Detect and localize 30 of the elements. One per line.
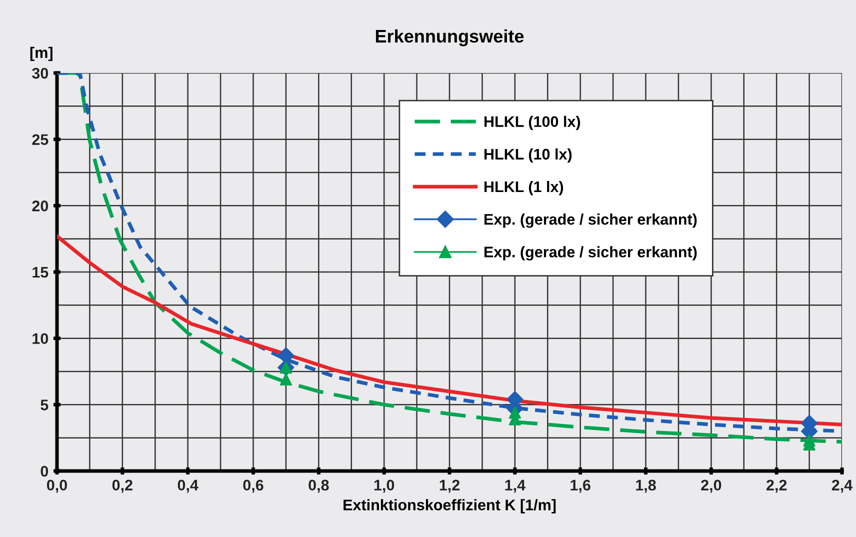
chart-title: Erkennungsweite (376, 29, 524, 46)
line-series (57, 234, 842, 426)
y-tick-label: 10 (32, 333, 48, 344)
legend-label: HLKL (10 lx) (484, 148, 572, 163)
x-tick-label: 2,2 (766, 480, 787, 493)
y-tick-label: 15 (32, 267, 48, 278)
y-tick-label: 30 (32, 68, 48, 79)
x-tick-label: 1,4 (505, 480, 526, 493)
legend-label: HLKL (1 lx) (484, 180, 564, 196)
point (280, 373, 292, 386)
legend-label: Exp. (gerade / sicher erkannt) (484, 246, 697, 260)
x-tick-label: 0,2 (112, 480, 132, 493)
legend-label: HLKL (100 lx) (484, 116, 580, 130)
y-axis-title: [m] (30, 46, 52, 62)
x-tick-label: 2,0 (701, 480, 722, 493)
x-tick-label: 1,6 (570, 480, 590, 493)
x-tick-label: 0,8 (308, 480, 329, 493)
x-tick-label: 1,8 (636, 480, 656, 493)
y-tick-label: 25 (32, 134, 48, 146)
x-tick-label: 1,0 (374, 480, 394, 493)
y-tick-label: 5 (40, 400, 48, 410)
x-axis-title: Extinktionskoeffizient K [1/m] (344, 499, 556, 514)
x-tick-label: 0,0 (46, 480, 67, 493)
x-tick-label: 2,4 (832, 480, 853, 493)
legend-label: Exp. (gerade / sicher erkannt) (484, 214, 697, 228)
y-tick-label: 20 (32, 200, 48, 212)
x-tick-label: 0,6 (243, 480, 264, 493)
x-tick-label: 1,2 (440, 480, 460, 493)
y-tick-label: 0 (40, 466, 48, 477)
x-tick-label: 0,4 (178, 480, 198, 493)
